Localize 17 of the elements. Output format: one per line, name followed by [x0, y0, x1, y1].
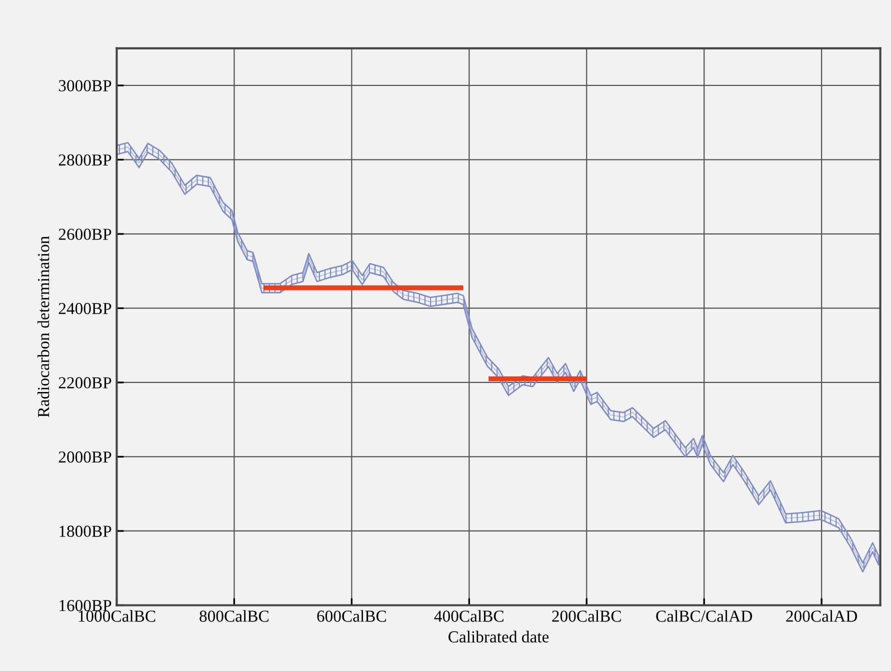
y-tick-label: 1600BP [60, 600, 112, 612]
x-tick-label: CalBC/CalAD [656, 610, 752, 622]
x-axis-title: Calibrated date [448, 630, 549, 642]
x-tick-label: 200CalBC [552, 610, 621, 622]
y-tick-label: 2000BP [58, 451, 112, 463]
y-tick-label: 2600BP [58, 228, 112, 240]
x-tick-label: 800CalBC [200, 610, 268, 622]
y-tick-label: 1800BP [60, 526, 112, 537]
y-tick-label: 2200BP [58, 377, 112, 388]
y-tick-label: 2400BP [58, 302, 112, 314]
x-tick-label: 1000CalBC [78, 610, 156, 622]
y-tick-label: 2800BP [58, 154, 112, 166]
y-tick-label: 3000BP [58, 80, 112, 92]
y-axis-title: Radiocarbon determination [37, 236, 50, 418]
x-tick-label: 200CalAD [786, 610, 858, 622]
x-tick-label: 400CalBC [434, 610, 504, 622]
x-tick-label: 600CalBC [317, 610, 386, 622]
